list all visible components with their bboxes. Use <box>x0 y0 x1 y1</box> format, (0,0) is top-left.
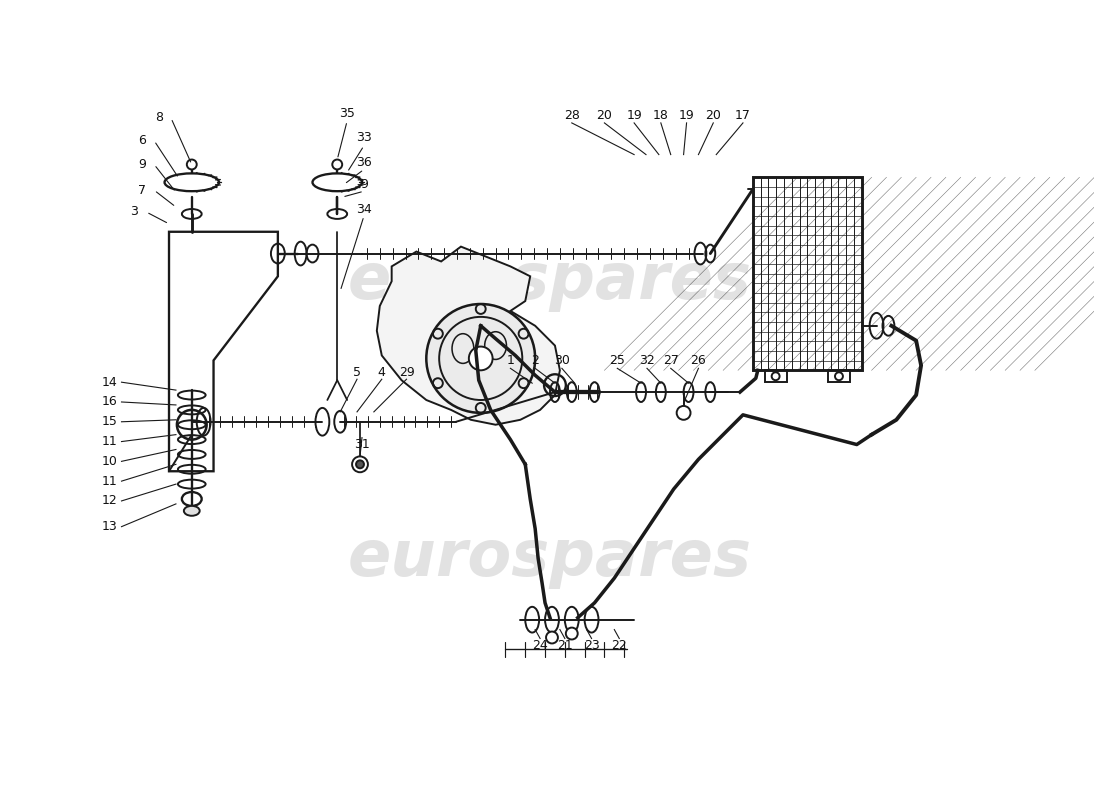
Text: 36: 36 <box>356 156 372 169</box>
Text: 9: 9 <box>139 158 146 171</box>
Text: 3: 3 <box>131 206 139 218</box>
Text: 12: 12 <box>102 494 118 507</box>
Text: 8: 8 <box>155 111 163 125</box>
Text: 35: 35 <box>339 106 355 119</box>
Text: 21: 21 <box>557 639 573 652</box>
Circle shape <box>546 631 558 643</box>
Text: eurospares: eurospares <box>348 527 752 590</box>
Text: 13: 13 <box>102 520 118 533</box>
Text: 19: 19 <box>679 109 694 122</box>
Bar <box>752 178 861 370</box>
Bar <box>764 370 786 382</box>
Text: 1: 1 <box>506 354 515 367</box>
Text: 9: 9 <box>360 178 367 190</box>
Polygon shape <box>169 232 278 471</box>
Text: 27: 27 <box>663 354 679 367</box>
Text: 34: 34 <box>356 202 372 215</box>
Text: 14: 14 <box>102 376 118 389</box>
Circle shape <box>469 346 493 370</box>
Text: 5: 5 <box>353 366 361 378</box>
Text: 7: 7 <box>139 184 146 197</box>
Text: 22: 22 <box>612 639 627 652</box>
Text: 16: 16 <box>102 395 118 409</box>
Polygon shape <box>377 246 560 425</box>
Circle shape <box>187 159 197 170</box>
Text: 33: 33 <box>356 131 372 144</box>
Ellipse shape <box>184 506 200 516</box>
Text: 23: 23 <box>584 639 600 652</box>
Text: 18: 18 <box>653 109 669 122</box>
Circle shape <box>352 457 367 472</box>
Circle shape <box>565 628 578 639</box>
Text: 29: 29 <box>398 366 415 378</box>
Text: 17: 17 <box>735 109 751 122</box>
Text: 20: 20 <box>596 109 613 122</box>
Text: 11: 11 <box>102 474 118 488</box>
Text: 28: 28 <box>564 109 580 122</box>
Circle shape <box>427 304 536 413</box>
Text: 19: 19 <box>626 109 642 122</box>
Text: 32: 32 <box>639 354 654 367</box>
Text: 31: 31 <box>354 438 370 451</box>
Circle shape <box>356 460 364 468</box>
Text: 10: 10 <box>101 455 118 468</box>
Text: 25: 25 <box>609 354 625 367</box>
Text: 24: 24 <box>532 639 548 652</box>
Text: 11: 11 <box>102 435 118 448</box>
Text: 20: 20 <box>705 109 722 122</box>
Text: 15: 15 <box>101 415 118 428</box>
Bar <box>828 370 850 382</box>
Circle shape <box>676 406 691 420</box>
Text: eurospares: eurospares <box>348 250 752 312</box>
Text: 2: 2 <box>531 354 539 367</box>
Text: 26: 26 <box>691 354 706 367</box>
Circle shape <box>332 159 342 170</box>
Text: 30: 30 <box>554 354 570 367</box>
Text: 6: 6 <box>139 134 146 147</box>
Text: 4: 4 <box>377 366 386 378</box>
